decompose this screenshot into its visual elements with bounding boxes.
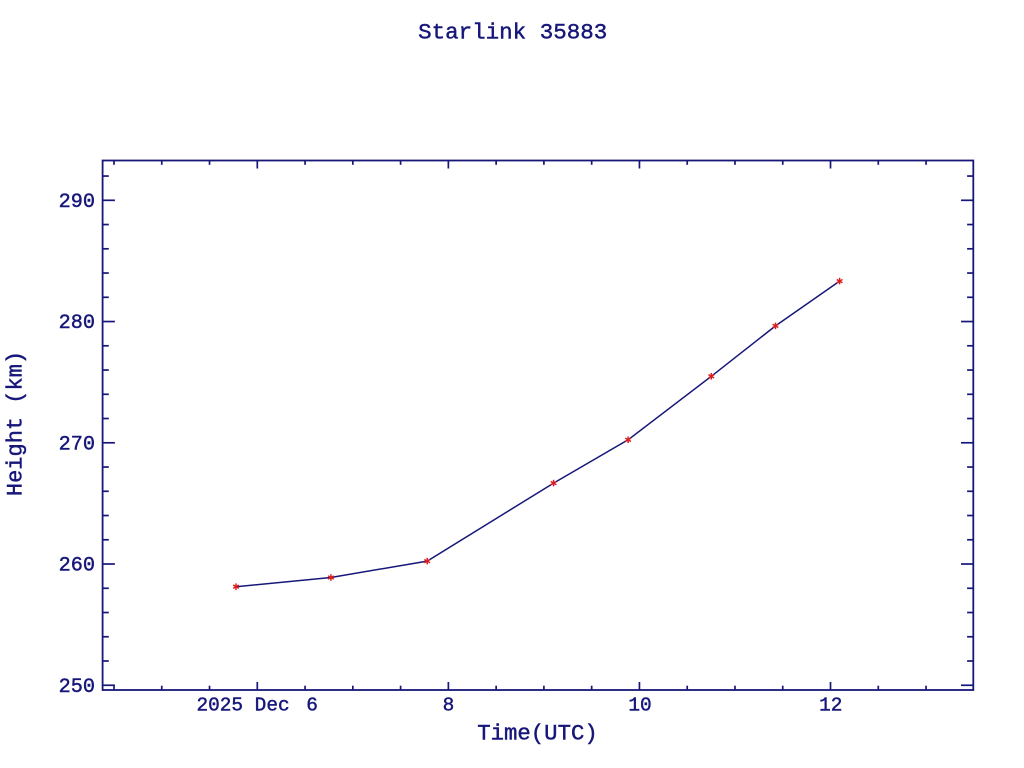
svg-text:Starlink 35883: Starlink 35883 [418,19,607,45]
svg-text:Height (km): Height (km) [4,351,29,496]
svg-text:280: 280 [59,312,95,335]
svg-text:290: 290 [59,191,95,214]
svg-text:8: 8 [443,695,455,717]
svg-text:260: 260 [59,555,95,578]
svg-text:270: 270 [59,433,95,456]
svg-text:Time(UTC): Time(UTC) [477,720,597,746]
svg-text:12: 12 [819,695,842,717]
svg-text:250: 250 [59,676,95,699]
svg-text:10: 10 [628,695,651,717]
svg-text:6: 6 [306,695,318,717]
svg-text:2025 Dec: 2025 Dec [197,695,290,717]
